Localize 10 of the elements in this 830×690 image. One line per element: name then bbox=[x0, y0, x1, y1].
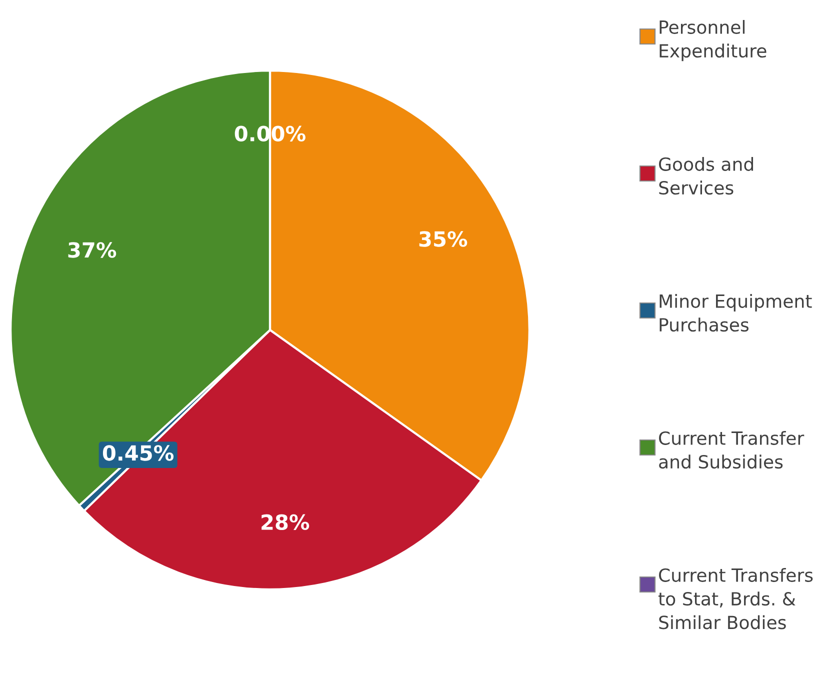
data-label: 28% bbox=[262, 514, 310, 530]
legend-label: Current Transfer and Subsidies bbox=[659, 431, 804, 469]
legend-label: Personnel Expenditure bbox=[660, 20, 766, 62]
legend-label: Minor Equipment Purchases bbox=[660, 294, 812, 332]
data-label: 0.45% bbox=[102, 445, 174, 461]
data-label: 35% bbox=[419, 231, 468, 247]
legend-label: Goods and Services bbox=[659, 157, 754, 195]
data-label: 37% bbox=[68, 242, 116, 258]
text: 0.00% bbox=[234, 126, 306, 142]
legend-label: Current Transfers to Stat, Brds. & Similar Bodies bbox=[658, 568, 813, 630]
